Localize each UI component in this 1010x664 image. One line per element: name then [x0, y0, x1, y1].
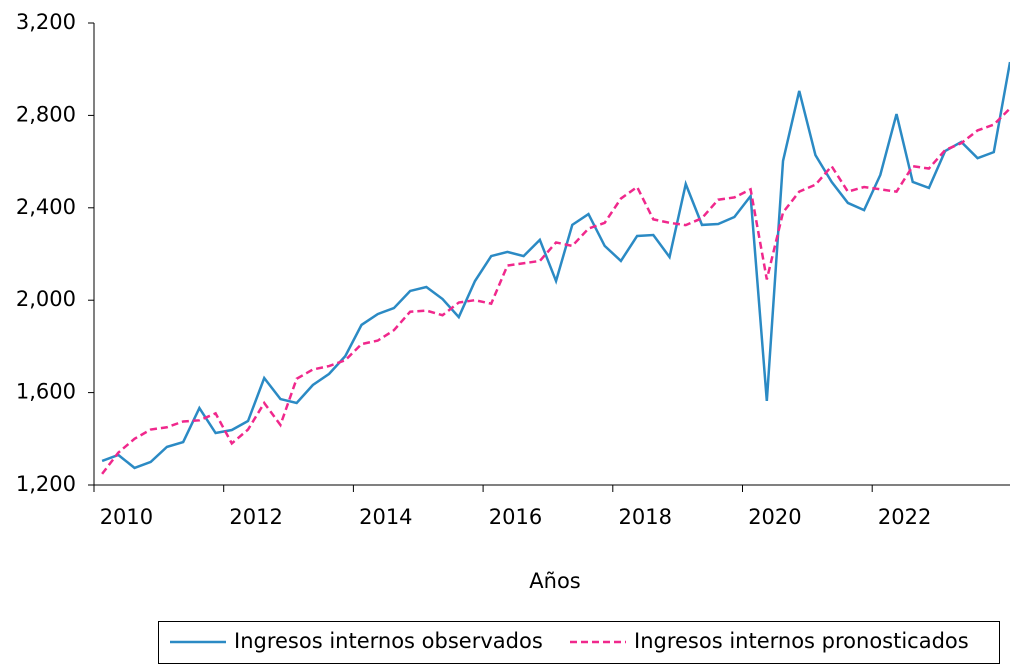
x-tick-label: 2012	[229, 505, 282, 529]
legend-label: Ingresos internos observados	[234, 629, 543, 653]
y-tick-label: 2,800	[16, 102, 76, 126]
x-tick-label: 2010	[100, 505, 153, 529]
x-tick-label: 2014	[359, 505, 412, 529]
series-line	[101, 107, 1010, 475]
y-tick-label: 1,600	[16, 380, 76, 404]
x-tick-label: 2022	[878, 505, 931, 529]
x-tick-label: 2016	[489, 505, 542, 529]
x-tick-label: 2020	[748, 505, 801, 529]
series-line	[101, 61, 1010, 470]
legend-label: Ingresos internos pronosticados	[634, 629, 969, 653]
x-tick-label: 2018	[618, 505, 671, 529]
y-tick-label: 3,200	[16, 10, 76, 34]
y-tick-label: 2,400	[16, 195, 76, 219]
y-tick-label: 2,000	[16, 287, 76, 311]
x-axis-label: Años	[529, 569, 580, 593]
y-tick-label: 1,200	[16, 472, 76, 496]
